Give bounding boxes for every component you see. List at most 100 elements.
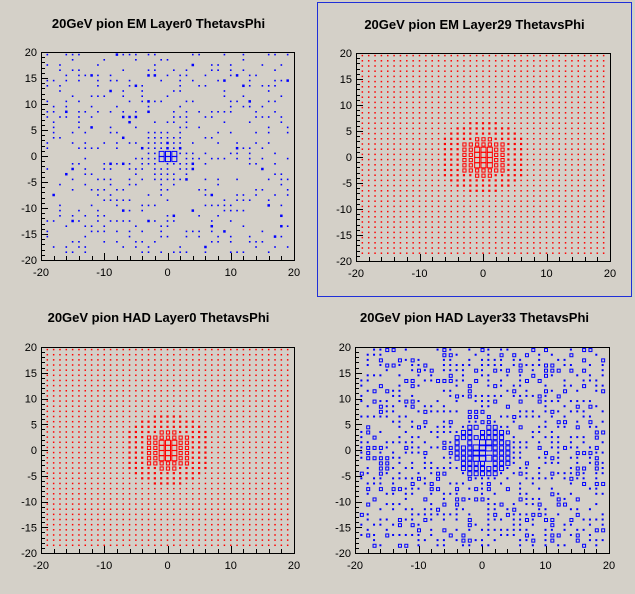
scatter-point	[412, 60, 414, 62]
scatter-point	[558, 179, 560, 182]
scatter-point	[431, 242, 433, 244]
scatter-point	[210, 204, 213, 207]
scatter-point	[166, 410, 169, 413]
scatter-point	[526, 221, 529, 223]
scatter-point	[571, 75, 573, 78]
scatter-point	[564, 231, 567, 234]
scatter-point	[380, 148, 383, 150]
scatter-point	[65, 384, 68, 387]
scatter-point	[590, 96, 592, 98]
scatter-point	[552, 226, 554, 228]
scatter-point	[437, 195, 440, 197]
scatter-point	[217, 364, 219, 366]
scatter-point	[248, 467, 251, 469]
scatter-point	[602, 96, 605, 98]
pad-em-layer0[interactable]: 20GeV pion EM Layer0 ThetavsPhi -20 -10 0 1…	[2, 2, 315, 297]
scatter-point	[84, 462, 87, 464]
scatter-point	[59, 364, 61, 366]
scatter-point	[198, 456, 201, 459]
scatter-point	[557, 513, 560, 516]
scatter-point	[399, 179, 402, 182]
scatter-point	[109, 410, 112, 413]
scatter-point	[372, 435, 377, 440]
scatter-point	[191, 167, 195, 171]
scatter-point	[469, 184, 472, 187]
scatter-point	[392, 441, 395, 444]
scatter-point	[601, 513, 604, 516]
scatter-point	[116, 199, 118, 201]
scatter-point	[236, 477, 238, 480]
scatter-point	[444, 247, 446, 249]
scatter-point	[533, 70, 535, 72]
scatter-point	[507, 91, 510, 93]
scatter-point	[558, 86, 560, 88]
scatter-point	[166, 168, 169, 170]
scatter-point	[454, 440, 460, 446]
scatter-point	[185, 410, 188, 413]
scatter-point	[97, 85, 99, 87]
scatter-point	[230, 493, 232, 495]
scatter-point	[602, 158, 605, 161]
scatter-point	[141, 410, 143, 413]
scatter-point	[128, 379, 131, 382]
scatter-point	[406, 205, 408, 208]
scatter-point	[160, 79, 162, 82]
scatter-point	[179, 466, 182, 470]
scatter-point	[116, 353, 118, 356]
scatter-point	[78, 482, 80, 485]
pad-em-layer29[interactable]: 20GeV pion EM Layer29 ThetavsPhi -20 -10 0…	[317, 2, 632, 297]
scatter-point	[590, 252, 592, 254]
scatter-point	[564, 226, 567, 228]
scatter-point	[412, 226, 414, 228]
scatter-point	[442, 528, 447, 533]
scatter-point	[487, 168, 492, 173]
scatter-point	[450, 153, 453, 156]
scatter-point	[475, 205, 478, 208]
scatter-point	[90, 472, 93, 474]
scatter-point	[128, 420, 131, 423]
pad-had-layer0[interactable]: 20GeV pion HAD Layer0 ThetavsPhi -20 -10 0…	[2, 299, 315, 592]
scatter-point	[582, 358, 587, 363]
scatter-point	[588, 379, 591, 382]
scatter-point	[602, 54, 605, 57]
scatter-point	[230, 405, 232, 407]
scatter-point	[78, 79, 80, 82]
scatter-point	[412, 184, 414, 187]
scatter-point	[544, 544, 547, 547]
scatter-point	[430, 379, 433, 382]
scatter-point	[474, 497, 479, 502]
scatter-point	[507, 112, 510, 114]
scatter-point	[84, 157, 87, 160]
scatter-point	[507, 158, 510, 161]
scatter-point	[236, 436, 238, 438]
scatter-point	[185, 487, 188, 490]
scatter-point	[236, 529, 238, 531]
scatter-point	[514, 195, 516, 197]
scatter-point	[52, 353, 55, 356]
scatter-point	[463, 252, 465, 254]
scatter-point	[539, 122, 541, 124]
scatter-point	[583, 231, 586, 234]
scatter-point	[374, 242, 376, 244]
scatter-point	[480, 409, 485, 414]
scatter-point	[588, 348, 593, 353]
scatter-point	[255, 111, 257, 113]
scatter-point	[392, 533, 395, 536]
scatter-point	[242, 415, 245, 418]
scatter-point	[248, 410, 251, 413]
scatter-point	[65, 410, 68, 413]
scatter-point	[71, 467, 74, 469]
scatter-point	[552, 184, 554, 187]
scatter-point	[274, 69, 276, 71]
scatter-point	[487, 348, 490, 351]
scatter-point	[602, 148, 605, 150]
scatter-point	[406, 216, 408, 218]
y-tick-label: 20	[25, 47, 37, 59]
scatter-point	[494, 236, 497, 239]
scatter-point	[204, 436, 207, 439]
scatter-point	[274, 441, 276, 444]
scatter-point	[242, 69, 245, 71]
pad-had-layer33[interactable]: 20GeV pion HAD Layer33 ThetavsPhi -20 -10…	[317, 299, 632, 592]
scatter-point	[564, 216, 567, 218]
scatter-point	[431, 60, 433, 62]
